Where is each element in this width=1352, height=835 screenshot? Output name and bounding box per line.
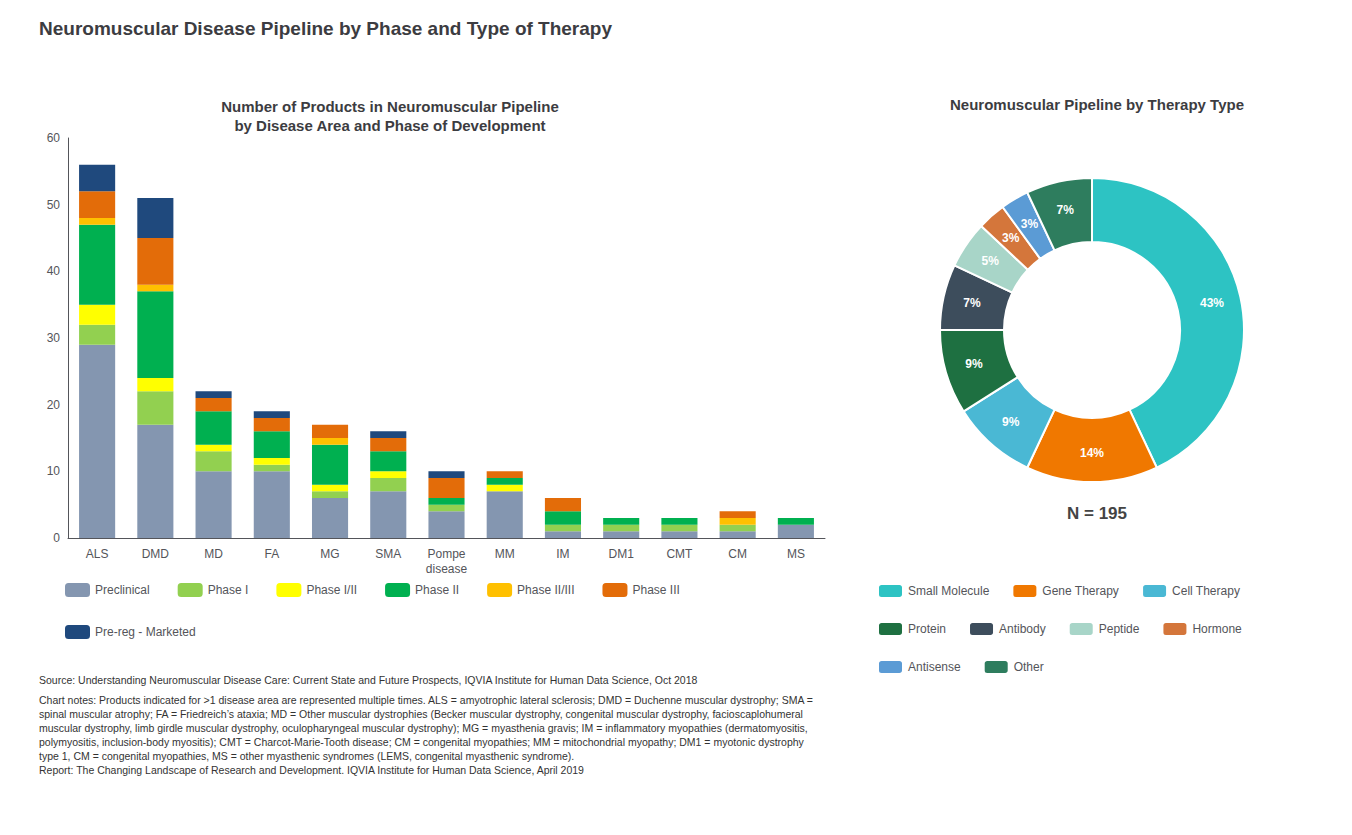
svg-text:FA: FA: [264, 547, 279, 561]
svg-text:Preclinical: Preclinical: [95, 583, 150, 597]
svg-text:Cell Therapy: Cell Therapy: [1172, 584, 1240, 598]
svg-text:polymyositis, inclusion-body m: polymyositis, inclusion-body myositis); …: [39, 736, 805, 748]
svg-text:MD: MD: [204, 547, 223, 561]
svg-text:MG: MG: [320, 547, 339, 561]
svg-text:40: 40: [47, 264, 61, 278]
svg-text:60: 60: [47, 131, 61, 145]
svg-text:14%: 14%: [1080, 446, 1104, 460]
svg-text:30: 30: [47, 331, 61, 345]
svg-text:Pompe: Pompe: [427, 547, 465, 561]
svg-text:Number of Products in Neuromus: Number of Products in Neuromuscular Pipe…: [221, 98, 559, 115]
svg-text:Report: The Changing Landscape: Report: The Changing Landscape of Resear…: [39, 764, 584, 776]
svg-text:Other: Other: [1014, 660, 1044, 674]
svg-text:Phase II/III: Phase II/III: [517, 583, 574, 597]
svg-text:Phase I: Phase I: [208, 583, 249, 597]
svg-text:SMA: SMA: [375, 547, 401, 561]
svg-text:Hormone: Hormone: [1192, 622, 1242, 636]
svg-text:Peptide: Peptide: [1099, 622, 1140, 636]
svg-text:7%: 7%: [963, 296, 981, 310]
svg-text:50: 50: [47, 198, 61, 212]
svg-text:spinal muscular atrophy; FA =: spinal muscular atrophy; FA = Friedreich…: [39, 708, 803, 720]
svg-text:CMT: CMT: [666, 547, 693, 561]
svg-text:Chart notes: Products indicate: Chart notes: Products indicated for >1 d…: [39, 694, 813, 706]
svg-text:IM: IM: [556, 547, 569, 561]
svg-text:Gene Therapy: Gene Therapy: [1042, 584, 1119, 598]
svg-text:Antisense: Antisense: [908, 660, 961, 674]
svg-text:Neuromuscular Pipeline by Ther: Neuromuscular Pipeline by Therapy Type: [950, 96, 1244, 113]
svg-text:7%: 7%: [1056, 203, 1074, 217]
svg-text:MM: MM: [495, 547, 515, 561]
svg-text:3%: 3%: [1021, 217, 1039, 231]
svg-text:DMD: DMD: [142, 547, 170, 561]
svg-text:CM: CM: [728, 547, 747, 561]
svg-text:9%: 9%: [1002, 415, 1020, 429]
svg-text:10: 10: [47, 464, 61, 478]
svg-text:Small Molecule: Small Molecule: [908, 584, 990, 598]
svg-text:20: 20: [47, 398, 61, 412]
svg-text:9%: 9%: [965, 357, 983, 371]
svg-text:Protein: Protein: [908, 622, 946, 636]
svg-text:Pre-reg - Marketed: Pre-reg - Marketed: [95, 625, 196, 639]
svg-text:Antibody: Antibody: [999, 622, 1046, 636]
svg-text:type 1, CM = congenital myopat: type 1, CM = congenital myopathies, MS =…: [39, 750, 574, 762]
svg-text:Neuromuscular Disease Pipeline: Neuromuscular Disease Pipeline by Phase …: [39, 18, 612, 39]
svg-text:Source: Understanding Neuromus: Source: Understanding Neuromuscular Dise…: [39, 674, 697, 686]
svg-text:by Disease Area and Phase of D: by Disease Area and Phase of Development: [234, 117, 545, 134]
svg-text:ALS: ALS: [86, 547, 109, 561]
svg-text:43%: 43%: [1200, 296, 1224, 310]
svg-text:DM1: DM1: [609, 547, 635, 561]
svg-text:Phase III: Phase III: [632, 583, 679, 597]
svg-text:Phase II: Phase II: [415, 583, 459, 597]
svg-text:muscular dystrophy, limb girdl: muscular dystrophy, limb girdle muscular…: [39, 722, 808, 734]
svg-text:Phase I/II: Phase I/II: [306, 583, 357, 597]
svg-text:0: 0: [53, 531, 60, 545]
svg-text:5%: 5%: [982, 254, 1000, 268]
svg-text:disease: disease: [426, 562, 468, 576]
svg-text:N = 195: N = 195: [1067, 504, 1127, 523]
svg-text:MS: MS: [787, 547, 805, 561]
svg-text:3%: 3%: [1002, 231, 1020, 245]
